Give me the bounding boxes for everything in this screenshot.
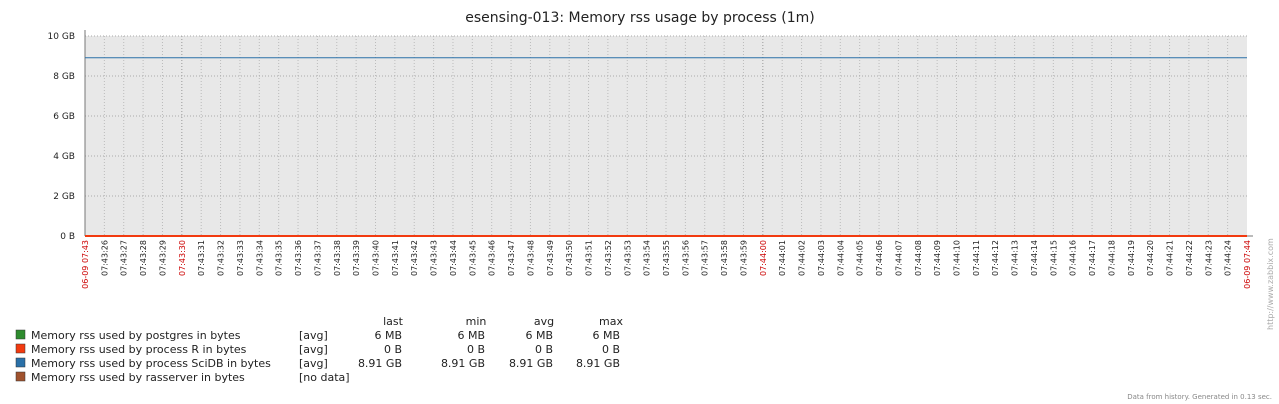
x-tick-label: 07:43:42 [410,240,419,276]
legend-swatch [15,343,26,354]
x-tick-label: 07:44:24 [1224,240,1233,276]
legend-stat: 0 B [384,343,402,356]
y-tick-label: 2 GB [53,192,75,202]
x-tick-label: 07:44:13 [1011,240,1020,276]
legend-stat: 8.91 GB [441,357,485,370]
legend-func: [no data] [299,371,350,384]
legend-header: avg [534,315,554,328]
legend-label: Memory rss used by process SciDB in byte… [31,357,271,370]
legend-header: last [383,315,404,328]
legend-func: [avg] [299,329,328,342]
legend-header: min [466,315,487,328]
y-tick-label: 6 GB [53,112,75,122]
x-tick-label: 07:43:28 [139,240,148,276]
legend-stat: 6 MB [374,329,402,342]
x-tick-label: 07:43:45 [468,240,477,276]
x-tick-label: 07:44:20 [1146,240,1155,276]
x-tick-label: 07:43:54 [643,240,652,276]
legend-label: Memory rss used by rasserver in bytes [31,371,245,384]
legend-stat: 8.91 GB [576,357,620,370]
footer: Data from history. Generated in 0.13 sec… [1127,393,1272,401]
legend-swatch [15,371,26,382]
x-tick-label: 07:43:57 [701,240,710,276]
x-tick-label: 07:43:47 [507,240,516,276]
legend-stat: 6 MB [592,329,620,342]
x-tick-label: 07:43:44 [449,240,458,276]
x-tick-label: 07:44:17 [1088,240,1097,276]
x-tick-label: 07:44:01 [778,240,787,276]
x-tick-label: 07:44:08 [914,240,923,276]
x-tick-label: 07:43:48 [526,240,535,276]
x-tick-label: 07:43:31 [197,240,206,276]
x-tick-label: 07:43:55 [662,240,671,276]
x-tick-label: 07:44:19 [1127,240,1136,276]
x-tick-label: 07:43:34 [255,240,264,276]
legend-stat: 0 B [602,343,620,356]
x-tick-label: 07:43:41 [391,240,400,276]
x-tick-label: 07:43:38 [333,240,342,276]
x-tick-label: 07:43:51 [585,240,594,276]
x-tick-label: 07:43:32 [217,240,226,276]
x-tick-label: 07:43:58 [720,240,729,276]
x-tick-label: 07:44:11 [972,240,981,276]
x-tick-label: 07:44:14 [1030,240,1039,276]
x-tick-label: 07:43:35 [275,240,284,276]
x-tick-label: 07:43:37 [313,240,322,276]
x-tick-label: 07:43:29 [158,240,167,276]
legend-swatch [15,329,26,340]
legend-stat: 6 MB [457,329,485,342]
legend-label: Memory rss used by process R in bytes [31,343,247,356]
legend-stat: 0 B [535,343,553,356]
x-tick-label: 07:43:40 [372,240,381,276]
x-tick-label: 07:44:15 [1049,240,1058,276]
watermark: http://www.zabbix.com [1266,238,1275,330]
x-tick-label: 07:43:56 [681,240,690,276]
x-tick-label: 07:43:59 [739,240,748,276]
legend-header: max [599,315,623,328]
y-tick-label: 4 GB [53,152,75,162]
x-tick-label: 07:43:27 [120,240,129,276]
legend-stat: 8.91 GB [509,357,553,370]
x-tick-label: 07:44:10 [953,240,962,276]
x-tick-label: 07:43:36 [294,240,303,276]
legend-stat: 0 B [467,343,485,356]
y-tick-label: 8 GB [53,72,75,82]
x-tick-label: 07:44:04 [836,240,845,276]
x-tick-label: 07:44:02 [798,240,807,276]
x-tick-label: 07:44:18 [1107,240,1116,276]
x-tick-label: 07:43:43 [430,240,439,276]
x-tick-label: 07:43:50 [565,240,574,276]
x-tick-label: 07:43:49 [546,240,555,276]
x-tick-label: 07:44:03 [817,240,826,276]
y-tick-label: 10 GB [48,32,75,42]
chart-title: esensing-013: Memory rss usage by proces… [465,10,815,26]
legend-stat: 8.91 GB [358,357,402,370]
x-tick-label: 07:44:23 [1204,240,1213,276]
x-tick-label: 07:44:12 [991,240,1000,276]
legend-swatch [15,357,26,368]
x-tick-label: 07:43:26 [100,240,109,276]
x-tick-label: 07:43:52 [604,240,613,276]
x-tick-label: 07:44:07 [894,240,903,276]
x-tick-label: 07:43:30 [178,240,187,276]
legend-stat: 6 MB [525,329,553,342]
x-tick-label: 07:44:16 [1069,240,1078,276]
legend-label: Memory rss used by postgres in bytes [31,329,241,342]
legend-func: [avg] [299,343,328,356]
x-tick-label: 07:44:06 [875,240,884,276]
x-tick-label: 07:44:21 [1166,240,1175,276]
x-tick-label: 07:43:53 [623,240,632,276]
x-tick-label: 07:43:39 [352,240,361,276]
x-tick-label: 06-09 07:43 [81,240,90,289]
x-tick-label: 07:44:22 [1185,240,1194,276]
x-tick-label: 07:44:09 [933,240,942,276]
y-tick-label: 0 B [60,232,75,242]
x-tick-label: 06-09 07:44 [1243,240,1252,289]
x-tick-label: 07:43:46 [488,240,497,276]
x-tick-label: 07:44:05 [856,240,865,276]
x-tick-label: 07:44:00 [759,240,768,276]
legend-func: [avg] [299,357,328,370]
x-tick-label: 07:43:33 [236,240,245,276]
